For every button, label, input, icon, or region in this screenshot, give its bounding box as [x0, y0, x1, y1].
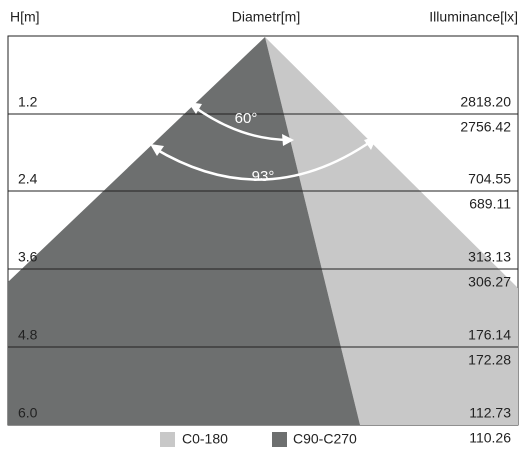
illuminance-c90: 172.28	[468, 352, 511, 368]
legend-swatch	[272, 432, 287, 447]
arrow	[150, 144, 164, 156]
arrow	[282, 134, 294, 146]
illuminance-c0: 2818.20	[460, 94, 511, 110]
height-label: 4.8	[18, 327, 38, 343]
illuminance-c0: 112.73	[469, 405, 511, 421]
legend-label: C90-C270	[293, 431, 357, 447]
height-label: 2.4	[18, 171, 38, 187]
illuminance-c90: 110.26	[469, 430, 511, 446]
illuminance-c90: 306.27	[468, 274, 511, 290]
arrow	[364, 136, 377, 150]
arc-60	[192, 104, 291, 142]
legend-label: C0-180	[182, 431, 228, 447]
c90-beam	[8, 37, 360, 425]
angle-label: 93°	[252, 168, 275, 185]
legend-swatch	[160, 432, 175, 447]
illuminance-c0: 313.13	[468, 249, 511, 265]
arc-93	[153, 138, 374, 181]
header-label: Illuminance[lx]	[429, 9, 518, 25]
illuminance-c90: 689.11	[469, 196, 511, 212]
header-label: Diametr[m]	[232, 9, 300, 25]
illuminance-c90: 2756.42	[460, 119, 511, 135]
arrow	[188, 102, 202, 114]
height-label: 3.6	[18, 249, 38, 265]
header-label: H[m]	[10, 9, 40, 25]
c0-beam	[265, 37, 518, 425]
height-label: 6.0	[18, 405, 38, 421]
illuminance-c0: 176.14	[468, 327, 511, 343]
illuminance-c0: 704.55	[468, 171, 511, 187]
angle-label: 60°	[235, 110, 258, 127]
height-label: 1.2	[18, 94, 38, 110]
